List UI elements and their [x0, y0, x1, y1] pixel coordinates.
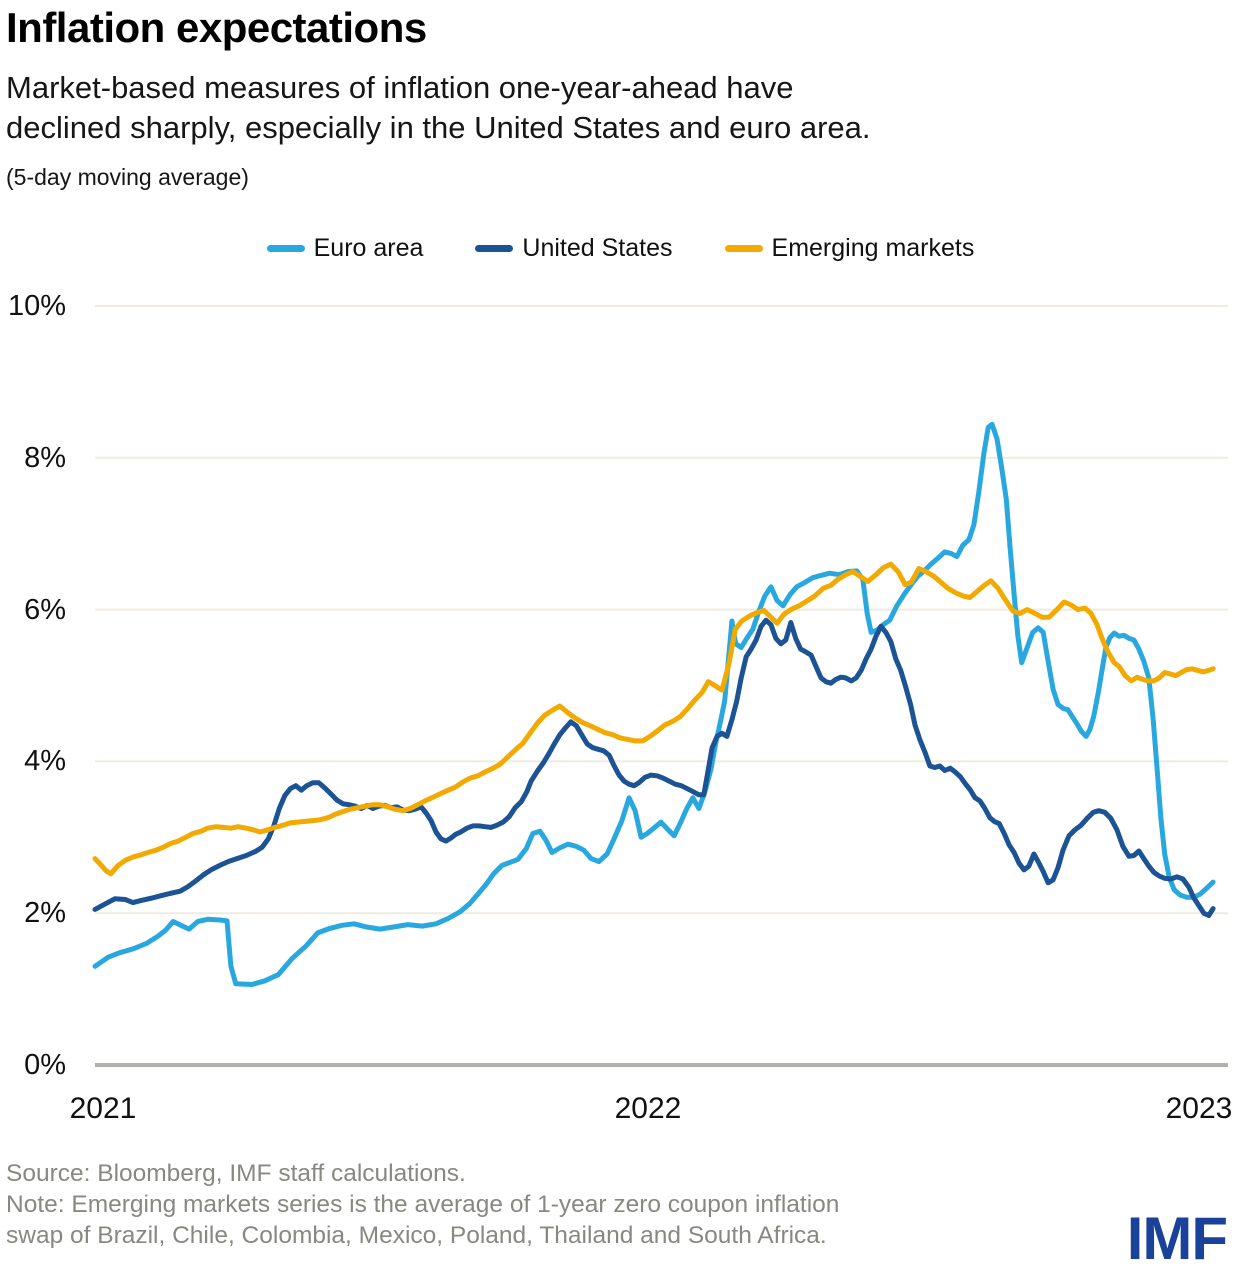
- united-states-line: [92, 617, 1216, 918]
- emerging-markets-swatch-icon: [724, 245, 763, 252]
- y-axis-tick-4: 4%: [24, 745, 66, 777]
- y-axis-tick-0: 0%: [24, 1049, 66, 1081]
- y-axis-tick-10: 10%: [7, 290, 66, 322]
- y-axis-tick-8: 8%: [24, 442, 66, 474]
- x-axis-tick-2021: 2021: [69, 1092, 137, 1125]
- euro-area-line: [92, 421, 1216, 987]
- unit-note: (5-day moving average): [6, 164, 249, 190]
- x-axis-tick-2022: 2022: [614, 1092, 682, 1125]
- legend-item-united-states: United States: [475, 234, 673, 263]
- subtitle-line-2: declined sharply, especially in the Unit…: [6, 110, 871, 145]
- chart-footnote: Source: Bloomberg, IMF staff calculation…: [6, 1158, 839, 1251]
- chart-subtitle: Market-based measures of inflation one-y…: [6, 68, 1206, 148]
- legend-label: Euro area: [313, 234, 424, 262]
- united-states-swatch-icon: [475, 245, 514, 252]
- legend-item-emerging-markets: Emerging markets: [724, 234, 975, 263]
- note-line-2: swap of Brazil, Chile, Colombia, Mexico,…: [6, 1222, 827, 1249]
- imf-logo: IMF: [1126, 1205, 1228, 1270]
- x-axis-tick-2023: 2023: [1165, 1092, 1233, 1125]
- subtitle-line-1: Market-based measures of inflation one-y…: [6, 70, 794, 105]
- page-title: Inflation expectations: [6, 4, 427, 51]
- source-note: Source: Bloomberg, IMF staff calculation…: [6, 1160, 466, 1187]
- y-axis-tick-6: 6%: [24, 594, 66, 626]
- legend-label: United States: [522, 234, 673, 262]
- emerging-markets-line: [92, 561, 1216, 877]
- chart-legend: Euro area United States Emerging markets: [0, 234, 1241, 263]
- y-axis-tick-2: 2%: [24, 897, 66, 929]
- euro-area-swatch-icon: [266, 245, 305, 252]
- note-line-1: Note: Emerging markets series is the ave…: [6, 1191, 840, 1218]
- legend-item-euro-area: Euro area: [266, 234, 424, 263]
- legend-label: Emerging markets: [771, 234, 975, 262]
